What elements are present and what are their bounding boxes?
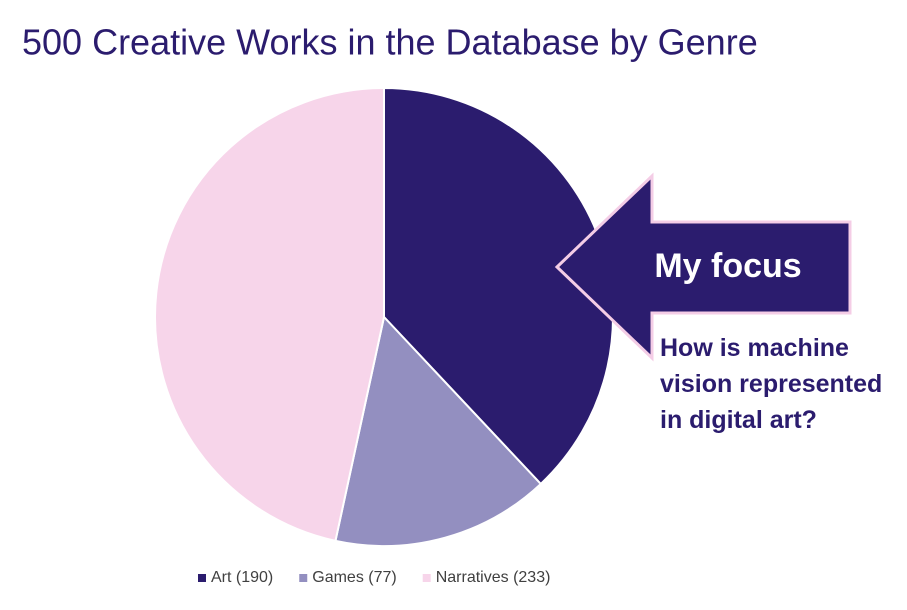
legend-label: Art (190)	[211, 569, 273, 586]
legend-swatch	[422, 574, 431, 582]
callout-text: How is machine vision represented in dig…	[660, 334, 883, 434]
pie-slice	[334, 314, 543, 547]
callout-title: My focus	[654, 247, 801, 285]
legend: Art (190) Games (77) Narratives (233)	[198, 569, 550, 586]
legend-label: Games (77)	[312, 569, 396, 586]
legend-label: Narratives (233)	[436, 569, 551, 586]
chart-title: 500 Creative Works in the Database by Ge…	[22, 22, 758, 63]
legend-swatch	[299, 574, 308, 582]
callout-arrow	[554, 172, 852, 362]
pie-slice	[154, 86, 385, 542]
legend-swatch	[198, 574, 206, 582]
pie	[154, 86, 614, 547]
